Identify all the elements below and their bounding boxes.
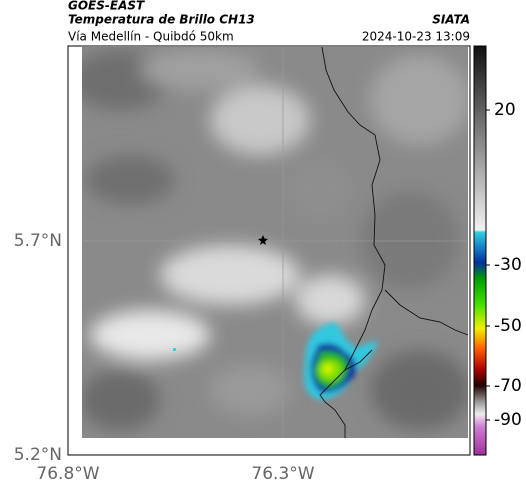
subtitle: Temperatura de Brillo CH13 [68, 13, 255, 27]
lon-tick-label: 76.3°W [251, 464, 314, 484]
source: SIATA [432, 13, 470, 27]
lat-tick-label: 5.7°N [14, 231, 62, 251]
colorbar-tick-label: -30 [494, 255, 522, 275]
colorbar-tick-label: -50 [494, 316, 522, 336]
colorbar-tick-label: -70 [494, 376, 522, 396]
satellite-image [82, 47, 468, 438]
title: GOES-EAST [68, 0, 145, 13]
colorbar-tick-label: 20 [494, 100, 516, 120]
lat-tick-label: 5.2°N [14, 445, 62, 465]
colorbar [473, 45, 487, 456]
lon-tick-label: 76.8°W [36, 464, 99, 484]
timestamp: 2024-10-23 13:09 [362, 30, 470, 44]
route: Vía Medellín - Quibdó 50km [68, 30, 234, 44]
colorbar-tick-label: -90 [494, 410, 522, 430]
colorbar-ticks: 20 -30 -50 -70 -90 [486, 100, 522, 430]
